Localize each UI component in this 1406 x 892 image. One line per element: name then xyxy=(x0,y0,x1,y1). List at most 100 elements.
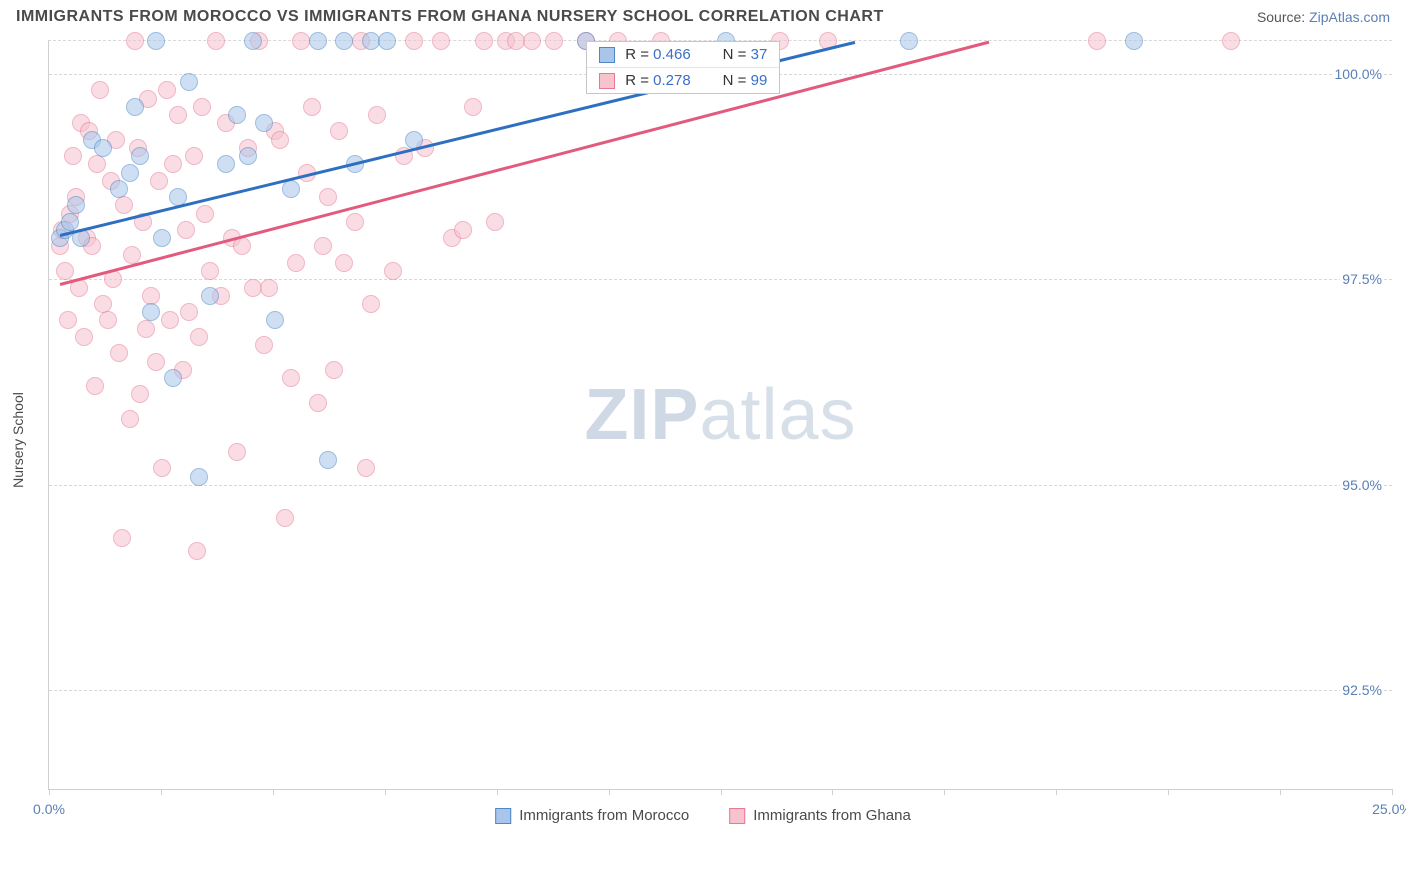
scatter-point xyxy=(255,114,273,132)
scatter-point xyxy=(309,32,327,50)
scatter-point xyxy=(233,237,251,255)
scatter-point xyxy=(486,213,504,231)
scatter-point xyxy=(131,147,149,165)
scatter-point xyxy=(61,213,79,231)
scatter-point xyxy=(153,459,171,477)
legend-swatch xyxy=(729,808,745,824)
y-axis-title: Nursery School xyxy=(10,392,26,488)
scatter-point xyxy=(207,32,225,50)
scatter-point xyxy=(545,32,563,50)
x-tick xyxy=(385,789,386,795)
scatter-point xyxy=(303,98,321,116)
scatter-point xyxy=(335,254,353,272)
scatter-point xyxy=(113,529,131,547)
scatter-point xyxy=(190,328,208,346)
scatter-point xyxy=(1088,32,1106,50)
scatter-point xyxy=(131,385,149,403)
scatter-point xyxy=(59,311,77,329)
scatter-point xyxy=(454,221,472,239)
scatter-point xyxy=(190,468,208,486)
scatter-point xyxy=(75,328,93,346)
scatter-point xyxy=(378,32,396,50)
r-label: R = 0.466 xyxy=(625,46,690,63)
scatter-point xyxy=(56,262,74,280)
scatter-point xyxy=(126,98,144,116)
x-tick-label-right: 25.0% xyxy=(1372,801,1406,817)
scatter-point xyxy=(196,205,214,223)
scatter-point xyxy=(282,180,300,198)
scatter-point xyxy=(405,32,423,50)
legend-swatch xyxy=(599,73,615,89)
scatter-point xyxy=(309,394,327,412)
scatter-point xyxy=(99,311,117,329)
x-tick xyxy=(161,789,162,795)
x-tick xyxy=(1392,789,1393,795)
scatter-point xyxy=(201,262,219,280)
x-tick xyxy=(273,789,274,795)
scatter-point xyxy=(150,172,168,190)
scatter-point xyxy=(94,295,112,313)
scatter-point xyxy=(201,287,219,305)
x-tick xyxy=(1280,789,1281,795)
scatter-point xyxy=(292,32,310,50)
legend-label: Immigrants from Morocco xyxy=(519,807,689,824)
n-label: N = 99 xyxy=(723,72,768,89)
scatter-point xyxy=(346,213,364,231)
source-attribution: Source: ZipAtlas.com xyxy=(1257,9,1390,25)
scatter-point xyxy=(217,155,235,173)
scatter-point xyxy=(314,237,332,255)
scatter-point xyxy=(164,155,182,173)
scatter-point xyxy=(276,509,294,527)
x-tick xyxy=(1056,789,1057,795)
scatter-point xyxy=(1222,32,1240,50)
scatter-point xyxy=(164,369,182,387)
scatter-point xyxy=(88,155,106,173)
scatter-point xyxy=(67,196,85,214)
scatter-point xyxy=(287,254,305,272)
scatter-point xyxy=(266,311,284,329)
legend-swatch xyxy=(495,808,511,824)
stats-row: R = 0.278N = 99 xyxy=(587,68,779,93)
scatter-point xyxy=(121,410,139,428)
scatter-point xyxy=(900,32,918,50)
scatter-point xyxy=(228,106,246,124)
scatter-point xyxy=(319,451,337,469)
legend-item: Immigrants from Morocco xyxy=(495,807,689,824)
x-tick xyxy=(832,789,833,795)
scatter-point xyxy=(282,369,300,387)
scatter-point xyxy=(335,32,353,50)
y-tick-label: 97.5% xyxy=(1340,271,1384,287)
scatter-point xyxy=(228,443,246,461)
scatter-point xyxy=(161,311,179,329)
scatter-point xyxy=(185,147,203,165)
source-prefix: Source: xyxy=(1257,9,1309,25)
scatter-point xyxy=(177,221,195,239)
watermark: ZIPatlas xyxy=(584,374,856,456)
chart-title: IMMIGRANTS FROM MOROCCO VS IMMIGRANTS FR… xyxy=(16,8,884,26)
scatter-point xyxy=(1125,32,1143,50)
scatter-point xyxy=(255,336,273,354)
scatter-point xyxy=(475,32,493,50)
scatter-point xyxy=(193,98,211,116)
scatter-point xyxy=(239,147,257,165)
scatter-point xyxy=(523,32,541,50)
n-label: N = 37 xyxy=(723,46,768,63)
scatter-point xyxy=(432,32,450,50)
chart: Nursery School ZIPatlas 92.5%95.0%97.5%1… xyxy=(0,30,1406,850)
scatter-point xyxy=(260,279,278,297)
x-tick xyxy=(721,789,722,795)
scatter-point xyxy=(123,246,141,264)
title-bar: IMMIGRANTS FROM MOROCCO VS IMMIGRANTS FR… xyxy=(0,0,1406,30)
y-tick-label: 92.5% xyxy=(1340,682,1384,698)
scatter-point xyxy=(91,81,109,99)
watermark-zip: ZIP xyxy=(584,375,699,455)
y-tick-label: 100.0% xyxy=(1333,66,1384,82)
scatter-point xyxy=(158,81,176,99)
scatter-point xyxy=(169,106,187,124)
source-link[interactable]: ZipAtlas.com xyxy=(1309,9,1390,25)
scatter-point xyxy=(137,320,155,338)
scatter-point xyxy=(142,287,160,305)
x-tick-label-left: 0.0% xyxy=(33,801,65,817)
series-legend: Immigrants from MoroccoImmigrants from G… xyxy=(495,807,911,824)
scatter-point xyxy=(147,32,165,50)
